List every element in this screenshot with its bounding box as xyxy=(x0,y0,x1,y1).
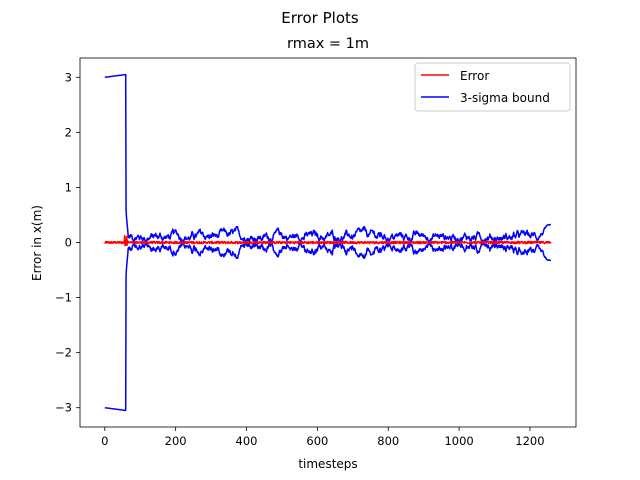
y-tick-label: 3 xyxy=(65,70,72,84)
x-tick-label: 200 xyxy=(165,434,187,448)
y-tick-label: −1 xyxy=(55,291,72,305)
x-tick-label: 600 xyxy=(306,434,328,448)
x-tick-label: 400 xyxy=(236,434,258,448)
x-tick-label: 1000 xyxy=(444,434,473,448)
series-3-sigma-lower xyxy=(104,243,552,412)
chart-title: rmax = 1m xyxy=(287,36,369,52)
x-axis-label: timesteps xyxy=(298,457,357,471)
y-axis-label: Error in x(m) xyxy=(30,205,44,281)
y-tick-label: −2 xyxy=(55,346,72,360)
legend-error-label: Error xyxy=(460,69,489,83)
y-tick-label: 2 xyxy=(65,125,72,139)
x-tick-label: 0 xyxy=(101,434,108,448)
legend-box xyxy=(414,62,571,112)
y-tick-label: 1 xyxy=(65,180,72,194)
y-tick-label: 0 xyxy=(65,236,72,250)
figure-suptitle: Error Plots xyxy=(281,9,359,27)
x-tick-label: 800 xyxy=(377,434,399,448)
legend: Error 3-sigma bound xyxy=(414,62,571,112)
x-axis: 0 200 400 600 800 1000 1200 xyxy=(101,427,545,448)
series-3-sigma-upper xyxy=(104,73,552,242)
y-tick-label: −3 xyxy=(55,401,72,415)
plot-area xyxy=(104,73,552,412)
series-error xyxy=(104,234,552,247)
y-axis: −3 −2 −1 0 1 2 3 xyxy=(55,70,80,415)
x-tick-label: 1200 xyxy=(515,434,544,448)
legend-bound-label: 3-sigma bound xyxy=(460,91,550,105)
